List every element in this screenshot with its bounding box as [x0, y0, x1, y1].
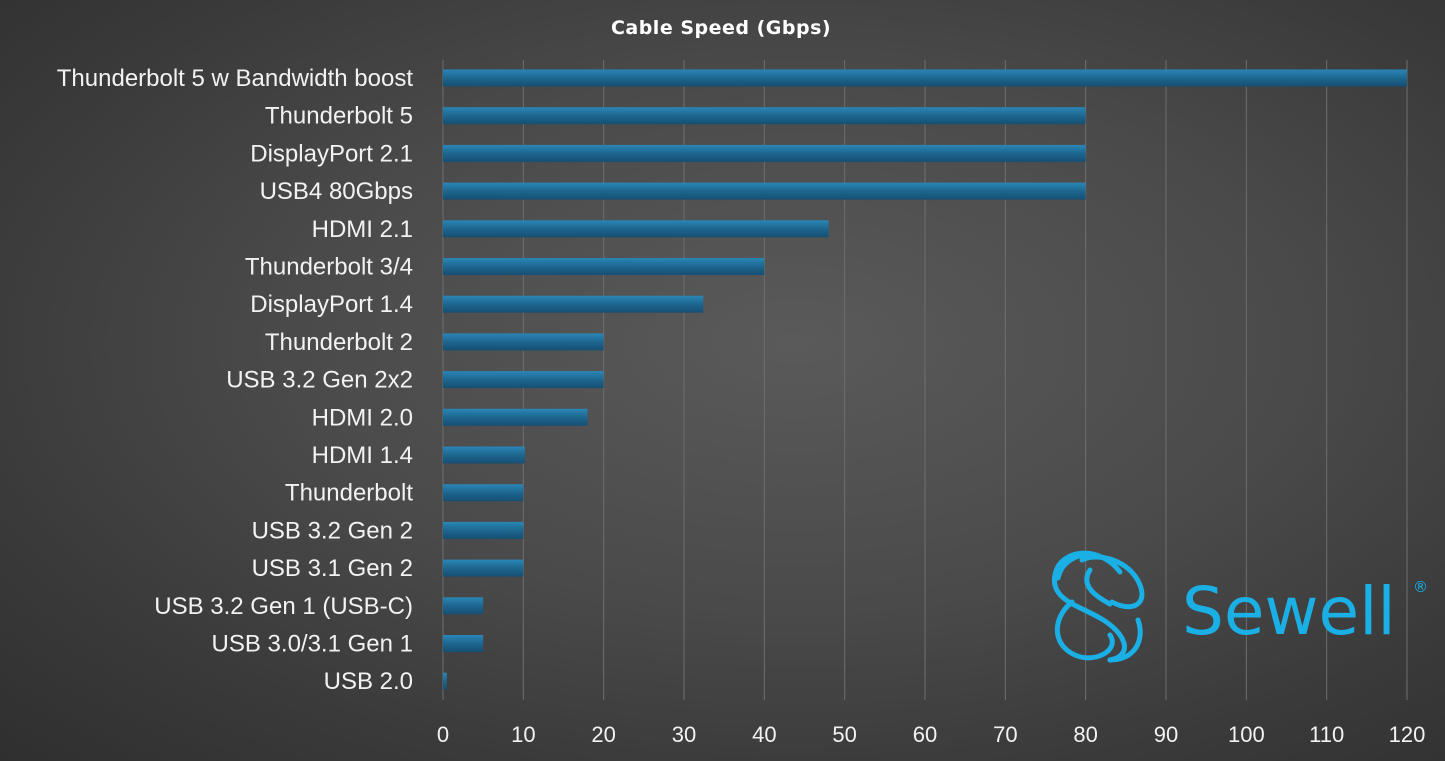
gridlines: [442, 60, 1408, 700]
x-tick-label: 70: [993, 722, 1017, 747]
bar: [443, 559, 524, 577]
category-labels: Thunderbolt 5 w Bandwidth boost Thunderbo…: [57, 65, 414, 695]
bar: [443, 484, 524, 502]
chart-title: Cable Speed (Gbps): [611, 17, 831, 39]
x-tick-label: 20: [591, 722, 615, 747]
category-label: Thunderbolt 2: [265, 329, 413, 356]
category-label: USB 3.2 Gen 1 (USB-C): [154, 593, 413, 620]
bar: [443, 446, 525, 464]
bar: [443, 144, 1086, 162]
x-tick-label: 100: [1228, 722, 1265, 747]
x-tick-label: 30: [672, 722, 696, 747]
bar: [443, 295, 704, 313]
category-label: HDMI 2.0: [312, 404, 413, 431]
category-label: Thunderbolt 3/4: [245, 254, 413, 281]
category-label: HDMI 2.1: [312, 216, 413, 243]
category-label: DisplayPort 1.4: [250, 291, 413, 318]
bar: [443, 672, 447, 690]
category-label: DisplayPort 2.1: [250, 140, 413, 167]
bar: [443, 107, 1086, 125]
sewell-s-chain-icon: [1052, 550, 1145, 663]
x-tick-label: 120: [1389, 722, 1426, 747]
category-label: USB 3.0/3.1 Gen 1: [212, 631, 413, 658]
bar: [443, 258, 765, 275]
x-tick-label: 50: [832, 722, 856, 747]
bar: [443, 597, 484, 615]
x-tick-label: 60: [913, 722, 937, 747]
category-label: Thunderbolt 5 w Bandwidth boost: [57, 65, 414, 92]
bar: [443, 408, 588, 426]
x-tick-label: 110: [1309, 722, 1344, 747]
logo-registered-mark: ®: [1413, 578, 1428, 596]
x-tick-label: 40: [752, 722, 776, 747]
bar: [443, 635, 484, 652]
category-label: USB 3.2 Gen 2: [252, 517, 413, 544]
category-label: Thunderbolt: [285, 480, 413, 507]
bars: [443, 69, 1407, 690]
bar: [443, 371, 604, 389]
bar: [443, 333, 604, 351]
category-label: Thunderbolt 5: [265, 103, 413, 130]
bar: [443, 220, 829, 238]
bar: [443, 521, 524, 539]
category-label: USB 3.2 Gen 2x2: [226, 367, 413, 394]
x-axis-tick-labels: 0 10 20 30 40 50 60 70 80 90 100 110 120: [437, 722, 1425, 747]
category-label: USB4 80Gbps: [260, 178, 413, 205]
x-tick-label: 0: [437, 722, 449, 747]
logo-text: Sewell: [1182, 573, 1396, 650]
category-label: USB 2.0: [324, 668, 413, 695]
sewell-logo: Sewell ®: [1052, 550, 1428, 663]
bar: [443, 182, 1086, 200]
x-tick-label: 80: [1073, 722, 1097, 747]
category-label: USB 3.1 Gen 2: [252, 555, 413, 582]
category-label: HDMI 1.4: [312, 442, 413, 469]
x-tick-label: 90: [1154, 722, 1178, 747]
x-tick-label: 10: [511, 722, 535, 747]
bar: [443, 69, 1407, 87]
